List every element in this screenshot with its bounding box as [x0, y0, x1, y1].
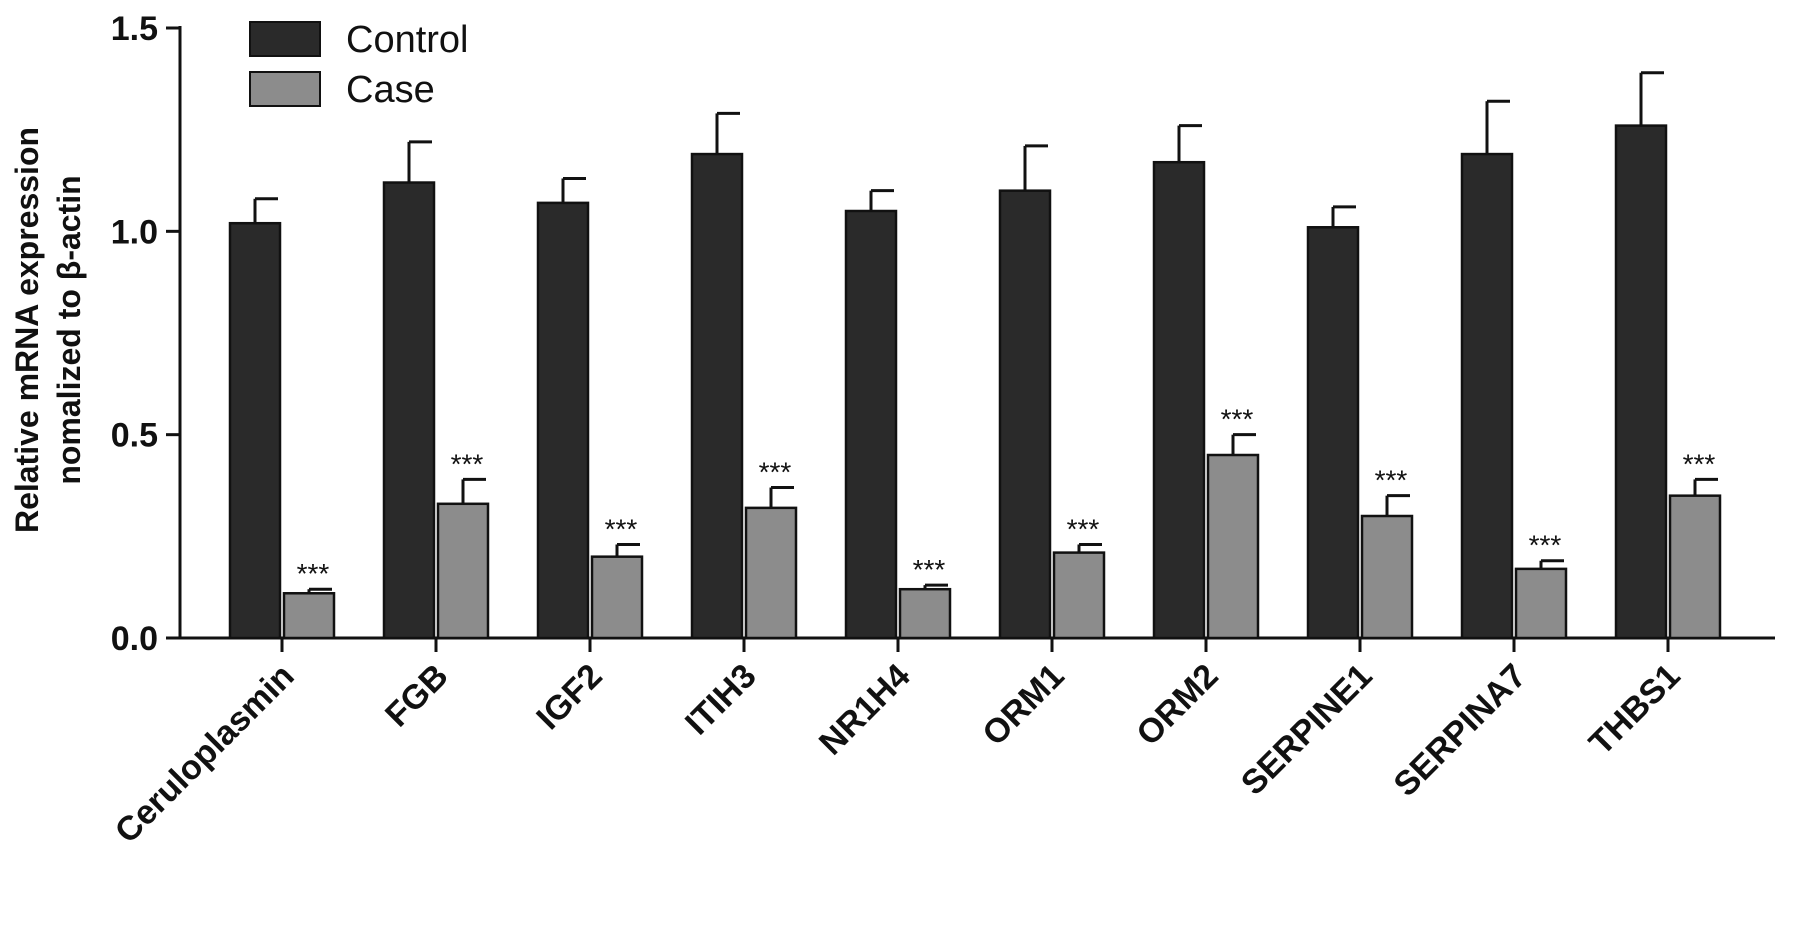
bar-case-igf2	[590, 555, 644, 640]
bar-case-orm1	[1052, 551, 1106, 640]
x-tick-label-fgb: FGB	[378, 657, 456, 735]
significance-label: ***	[1221, 404, 1254, 435]
significance-label: ***	[1375, 465, 1408, 496]
significance-label: ***	[1067, 513, 1100, 544]
legend-label-control: Control	[346, 19, 469, 61]
significance-label: ***	[297, 558, 330, 589]
y-tick-label: 0.0	[111, 620, 158, 658]
x-tick-label-igf2: IGF2	[529, 657, 609, 737]
significance-label: ***	[913, 554, 946, 585]
legend-label-case: Case	[346, 69, 435, 111]
x-tick-label-thbs1: THBS1	[1582, 657, 1688, 763]
x-tick-label-orm2: ORM2	[1129, 657, 1225, 753]
plot-area: 0.0 0.5 1.0 1.5 *** Ceruloplasmin *** FGB *** IGF…	[108, 10, 1775, 851]
x-tick-label-orm1: ORM1	[975, 657, 1071, 753]
bar-control-fgb	[382, 181, 436, 640]
y-axis-label: Relative mRNA expression nomalized to β-…	[9, 127, 87, 533]
bar-control-serpina7	[1460, 152, 1514, 640]
bar-case-nr1h4	[898, 587, 952, 640]
y-axis-label-line1: Relative mRNA expression	[9, 127, 45, 533]
significance-label: ***	[451, 448, 484, 479]
x-tick-label-nr1h4: NR1H4	[812, 657, 918, 763]
bar-case-ceruloplasmin	[282, 592, 336, 640]
x-tick-label-itih3: ITIH3	[678, 657, 764, 743]
bar-control-thbs1	[1614, 124, 1668, 640]
y-tick-label: 0.5	[111, 417, 158, 455]
bar-control-serpine1	[1306, 226, 1360, 640]
bar-case-serpina7	[1514, 567, 1568, 640]
significance-label: ***	[1529, 530, 1562, 561]
significance-label: ***	[605, 513, 638, 544]
y-axis-label-line2: nomalized to β-actin	[51, 175, 87, 484]
significance-label: ***	[1683, 448, 1716, 479]
bar-control-itih3	[690, 152, 744, 640]
bar-case-itih3	[744, 506, 798, 640]
bar-control-orm2	[1152, 160, 1206, 640]
x-tick-label-serpine1: SERPINE1	[1234, 657, 1380, 803]
significance-label: ***	[759, 457, 792, 488]
y-tick-label: 1.5	[111, 10, 158, 48]
bar-case-fgb	[436, 502, 490, 640]
bar-case-thbs1	[1668, 494, 1722, 640]
y-tick-label: 1.0	[111, 213, 158, 251]
bar-case-orm2	[1206, 453, 1260, 640]
bar-control-orm1	[998, 189, 1052, 640]
x-tick-label-serpina7: SERPINA7	[1387, 657, 1534, 804]
bar-control-igf2	[536, 201, 590, 640]
legend-swatch-control	[249, 21, 321, 57]
legend-swatch-case	[249, 71, 321, 107]
bar-control-ceruloplasmin	[228, 221, 282, 640]
bar-case-serpine1	[1360, 514, 1414, 640]
bar-control-nr1h4	[844, 209, 898, 640]
x-tick-label-ceruloplasmin: Ceruloplasmin	[108, 657, 302, 851]
